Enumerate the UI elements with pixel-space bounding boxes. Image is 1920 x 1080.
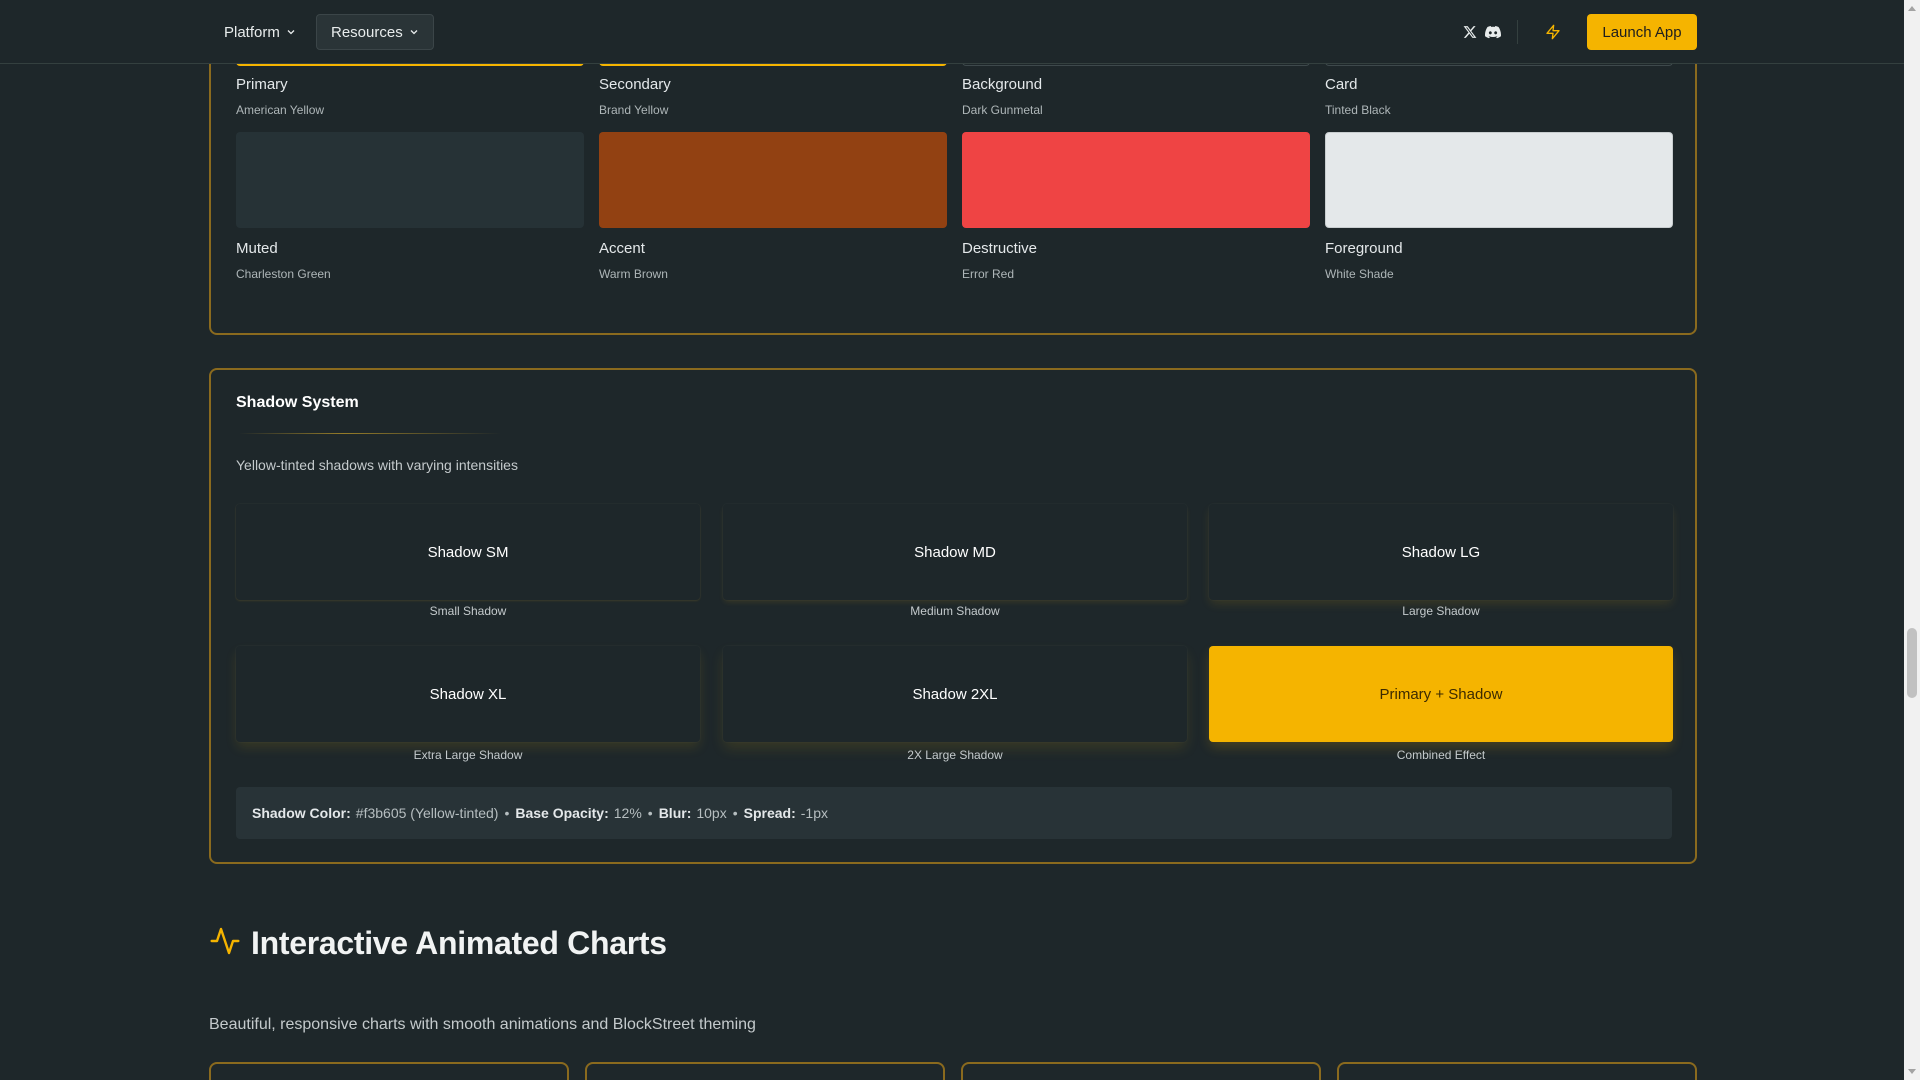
swatch-destructive (962, 132, 1310, 228)
page-scrollbar[interactable] (1904, 0, 1920, 1080)
separator: • (732, 805, 738, 821)
scroll-down-arrow-icon[interactable] (1908, 1069, 1916, 1074)
primary-shadow-caption: Combined Effect (1396, 748, 1486, 762)
shadow-lg-caption: Large Shadow (1402, 604, 1480, 618)
shadow-lg-box: Shadow LG (1209, 504, 1673, 600)
swatch-primary-sub: American Yellow (236, 103, 325, 117)
swatch-background-name: Background (962, 76, 1043, 93)
resources-menu-button[interactable]: Resources (316, 14, 434, 50)
swatch-secondary-name: Secondary (599, 76, 671, 93)
shadow-color-label: Shadow Color: (252, 805, 351, 821)
swatch-foreground (1325, 132, 1673, 228)
shadow-md-caption: Medium Shadow (910, 604, 1000, 618)
separator: • (647, 805, 653, 821)
swatch-background-sub: Dark Gunmetal (962, 103, 1043, 117)
base-opacity-value: 12% (613, 805, 642, 821)
shadow-2xl-box: Shadow 2XL (723, 646, 1187, 742)
swatch-destructive-sub: Error Red (962, 267, 1015, 281)
shadow-xl-box: Shadow XL (236, 646, 700, 742)
swatch-accent (599, 132, 947, 228)
swatch-foreground-name: Foreground (1325, 240, 1403, 257)
swatch-accent-name: Accent (599, 240, 645, 257)
shadow-xl-caption: Extra Large Shadow (413, 748, 523, 762)
shadow-info-bar: Shadow Color: #f3b605 (Yellow-tinted) • … (236, 787, 1672, 839)
chevron-down-icon (287, 30, 295, 35)
separator: • (504, 805, 510, 821)
swatch-foreground-sub: White Shade (1325, 267, 1394, 281)
launch-app-button[interactable]: Launch App (1587, 14, 1697, 50)
platform-menu-button[interactable]: Platform (210, 14, 312, 50)
top-navbar: Platform Resources Launch App (0, 0, 1904, 64)
base-opacity-label: Base Opacity: (515, 805, 609, 821)
swatch-destructive-name: Destructive (962, 240, 1038, 257)
shadow-md-box: Shadow MD (723, 504, 1187, 600)
shadow-system-card: Shadow System Yellow-tinted shadows with… (209, 368, 1697, 864)
swatch-accent-sub: Warm Brown (599, 267, 668, 281)
swatch-primary-name: Primary (236, 76, 288, 93)
swatch-muted (236, 132, 584, 228)
chart-card (1337, 1062, 1697, 1080)
chart-card (961, 1062, 1321, 1080)
activity-pulse-icon (209, 925, 241, 962)
swatch-secondary-sub: Brand Yellow (599, 103, 669, 117)
charts-title: Interactive Animated Charts (251, 925, 667, 961)
shadow-sm-caption: Small Shadow (429, 604, 507, 618)
scroll-thumb[interactable] (1907, 628, 1917, 698)
shadow-system-title: Shadow System (236, 394, 359, 411)
swatch-muted-sub: Charleston Green (236, 267, 331, 281)
chevron-down-icon (410, 30, 418, 35)
shadow-color-value: #f3b605 (Yellow-tinted) (355, 805, 499, 821)
blur-value: 10px (696, 805, 727, 821)
spread-label: Spread: (743, 805, 796, 821)
charts-description: Beautiful, responsive charts with smooth… (209, 1016, 756, 1033)
shadow-system-description: Yellow-tinted shadows with varying inten… (236, 457, 518, 473)
scroll-up-arrow-icon[interactable] (1908, 6, 1916, 11)
charts-heading: Interactive Animated Charts (209, 925, 667, 962)
spread-value: -1px (800, 805, 828, 821)
x-logo-icon[interactable] (1460, 22, 1480, 42)
swatch-card-sub: Tinted Black (1325, 103, 1391, 117)
blur-label: Blur: (658, 805, 692, 821)
resources-label: Resources (331, 23, 403, 41)
shadow-sm-box: Shadow SM (236, 504, 700, 600)
discord-icon[interactable] (1483, 22, 1503, 42)
shadow-2xl-caption: 2X Large Shadow (907, 748, 1003, 762)
lightning-icon[interactable] (1543, 22, 1563, 42)
primary-shadow-box: Primary + Shadow (1209, 646, 1673, 742)
swatch-muted-name: Muted (236, 240, 278, 257)
nav-divider (1517, 20, 1518, 44)
platform-label: Platform (224, 23, 280, 41)
swatch-card-name: Card (1325, 76, 1358, 93)
title-underline (239, 433, 501, 434)
chart-card (209, 1062, 569, 1080)
chart-card (585, 1062, 945, 1080)
